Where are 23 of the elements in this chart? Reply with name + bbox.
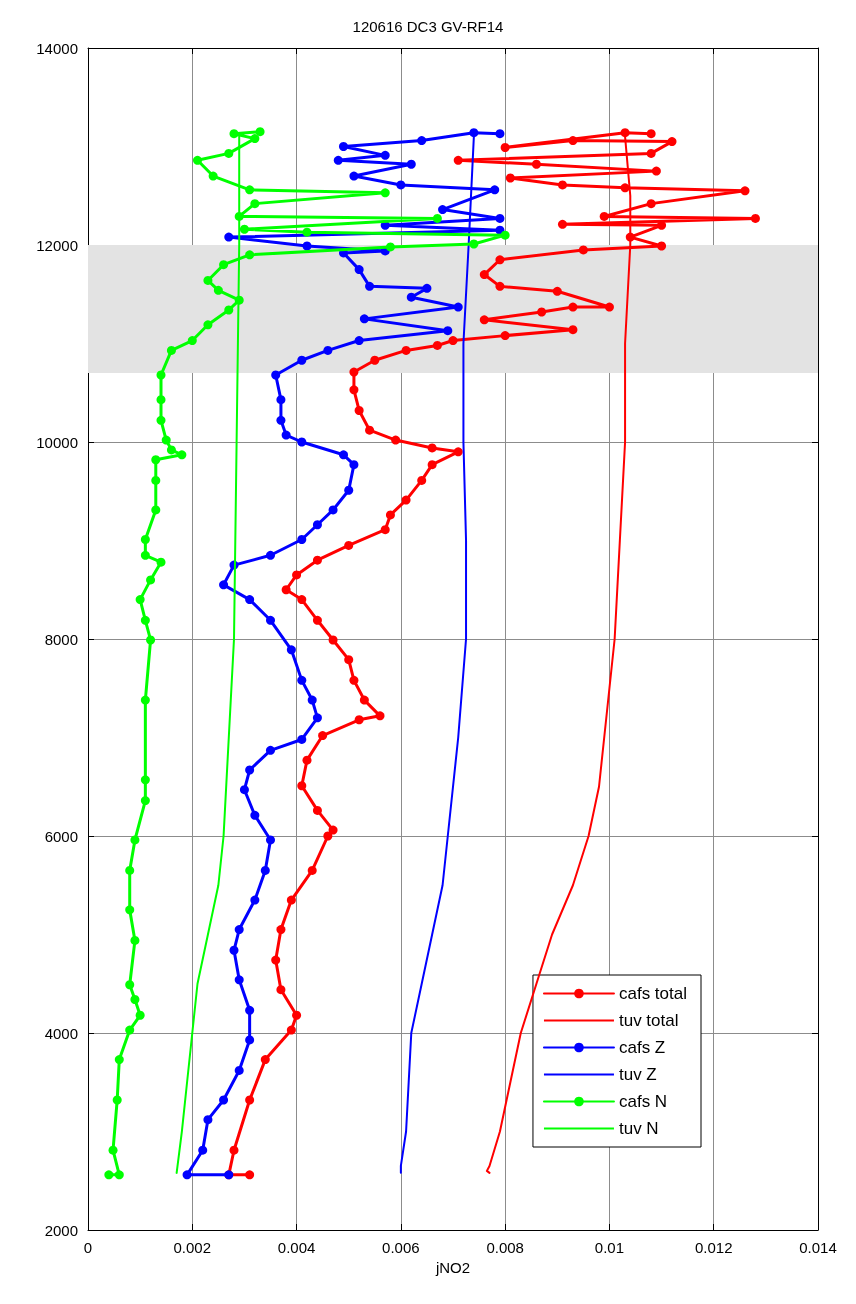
x-tick-label: 0.008 [486, 1239, 524, 1256]
x-tick-label: 0.014 [799, 1239, 837, 1256]
x-tick-label: 0.002 [173, 1239, 212, 1256]
legend-label: cafs Z [618, 1038, 666, 1057]
y-tick-label: 4000 [44, 1024, 78, 1042]
x-tick-label: 0.01 [594, 1239, 625, 1256]
y-tick-label: 10000 [36, 433, 78, 451]
legend-label: cafs N [618, 1092, 668, 1111]
y-tick-label: 2000 [44, 1221, 78, 1239]
y-tick-label: 12000 [36, 236, 78, 254]
legend-label: tuv total [618, 1011, 679, 1030]
legend-label: cafs total [618, 984, 688, 1003]
chart-title: 120616 DC3 GV-RF14 [352, 18, 504, 35]
legend-label: tuv Z [618, 1065, 657, 1084]
y-tick-label: 6000 [44, 827, 78, 845]
x-axis-title: jNO2 [434, 1259, 471, 1276]
x-tick-label: 0.012 [694, 1239, 733, 1256]
x-tick-label: 0 [83, 1239, 93, 1256]
y-tick-label: 14000 [36, 39, 78, 57]
legend-label: tuv N [618, 1119, 659, 1138]
y-tick-label: 8000 [44, 630, 78, 648]
x-tick-label: 0.004 [277, 1239, 316, 1256]
x-tick-label: 0.006 [382, 1239, 420, 1256]
